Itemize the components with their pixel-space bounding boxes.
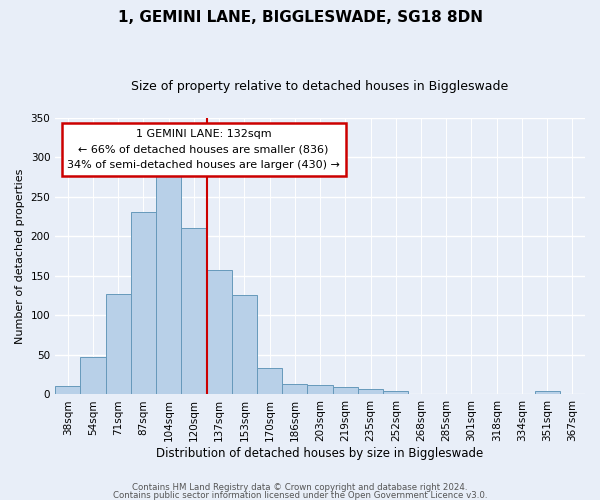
Bar xyxy=(332,386,358,394)
Bar xyxy=(181,228,206,394)
Bar xyxy=(232,295,257,394)
Bar xyxy=(80,358,106,395)
Title: Size of property relative to detached houses in Biggleswade: Size of property relative to detached ho… xyxy=(131,80,509,93)
Text: Contains HM Land Registry data © Crown copyright and database right 2024.: Contains HM Land Registry data © Crown c… xyxy=(132,484,468,492)
Bar xyxy=(156,170,181,394)
Text: 1 GEMINI LANE: 132sqm
← 66% of detached houses are smaller (836)
34% of semi-det: 1 GEMINI LANE: 132sqm ← 66% of detached … xyxy=(67,129,340,170)
Text: 1, GEMINI LANE, BIGGLESWADE, SG18 8DN: 1, GEMINI LANE, BIGGLESWADE, SG18 8DN xyxy=(118,10,482,25)
Bar xyxy=(106,294,131,394)
Bar xyxy=(257,368,282,394)
Bar xyxy=(358,389,383,394)
Bar xyxy=(535,392,560,394)
Y-axis label: Number of detached properties: Number of detached properties xyxy=(15,168,25,344)
Bar xyxy=(383,390,409,394)
Bar xyxy=(307,385,332,394)
Bar xyxy=(282,384,307,394)
Bar xyxy=(206,270,232,394)
Bar xyxy=(131,212,156,394)
Text: Contains public sector information licensed under the Open Government Licence v3: Contains public sector information licen… xyxy=(113,490,487,500)
X-axis label: Distribution of detached houses by size in Biggleswade: Distribution of detached houses by size … xyxy=(157,447,484,460)
Bar xyxy=(55,386,80,394)
